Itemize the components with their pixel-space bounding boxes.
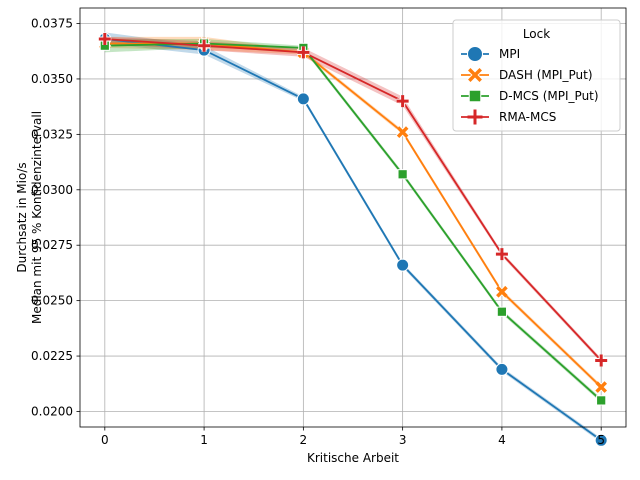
x-tick-label: 1: [200, 433, 208, 447]
marker-shape: [595, 354, 608, 367]
x-tick-label: 4: [498, 433, 506, 447]
y-axis-ticks: 0.0200 0.0225 0.0250 0.0275 0.0300 0.0325 0.03…: [31, 17, 80, 418]
legend-item: MPI: [461, 46, 520, 62]
x-axis-label: Kritische Arbeit: [307, 451, 399, 465]
marker-shape: [495, 248, 508, 261]
marker-shape: [467, 109, 483, 125]
data-point: [594, 380, 608, 394]
marker-shape: [396, 95, 409, 108]
legend-label: RMA-MCS: [499, 110, 556, 124]
data-point: [396, 125, 410, 139]
data-point: [396, 95, 409, 108]
marker-shape: [297, 46, 310, 59]
series-line-0: [104, 38, 602, 442]
legend-label: D-MCS (MPI_Put): [499, 89, 599, 103]
y-tick-label: 0.0300: [31, 183, 73, 197]
legend-label: DASH (MPI_Put): [499, 68, 593, 82]
data-point: [496, 306, 508, 317]
y-axis-label: Durchsatz in Mio/s Median mit 95 % Konfi…: [15, 111, 44, 324]
y-tick-label: 0.0350: [31, 72, 73, 86]
x-tick-label: 5: [597, 433, 605, 447]
x-tick-label: 0: [101, 433, 109, 447]
y-axis-label-line-1: Durchsatz in Mio/s: [15, 162, 29, 272]
y-tick-label: 0.0225: [31, 349, 73, 363]
data-point: [198, 39, 211, 52]
marker-shape: [468, 68, 482, 82]
legend-box: [452, 19, 621, 132]
legend-item: DASH (MPI_Put): [461, 67, 593, 83]
y-tick-label: 0.0250: [31, 294, 73, 308]
legend-marker: [468, 89, 482, 103]
marker-shape: [98, 33, 111, 46]
data-point: [495, 362, 509, 376]
data-point: [495, 285, 509, 299]
marker-shape: [595, 381, 608, 393]
legend-item: D-MCS (MPI_Put): [461, 89, 599, 103]
data-point: [296, 92, 310, 106]
data-point: [396, 258, 410, 272]
legend-items: MPI DASH (MPI_Put) D-MCS (MPI_Put) RMA-MCS: [461, 46, 599, 125]
data-point: [596, 395, 607, 406]
data-point: [297, 46, 310, 59]
data-point: [397, 169, 408, 180]
data-point: [594, 433, 608, 447]
series-lines: [104, 38, 602, 442]
grid: [80, 8, 626, 427]
series-markers: [98, 32, 608, 447]
y-axis-label-line-2: Median mit 95 % Konfidenzintervall: [30, 111, 44, 324]
y-tick-label: 0.0200: [31, 404, 73, 418]
legend-marker: [467, 46, 483, 62]
data-point: [98, 33, 111, 46]
x-tick-label: 3: [399, 433, 407, 447]
y-tick-label: 0.0375: [31, 17, 73, 31]
legend-item: RMA-MCS: [461, 109, 556, 125]
plot-frame: [79, 7, 627, 428]
legend: Lock MPI DASH (MPI_Put) D-MCS (MPI_Put) RMA…: [452, 19, 621, 132]
y-tick-label: 0.0325: [31, 127, 73, 141]
legend-marker: [467, 109, 483, 125]
marker-shape: [396, 126, 409, 138]
x-axis-ticks: 0 1 2 3 4 5: [101, 427, 605, 447]
legend-marker: [467, 67, 483, 83]
marker-shape: [198, 39, 211, 52]
x-tick-label: 2: [300, 433, 308, 447]
series-line-3: [104, 38, 602, 362]
marker-shape: [496, 285, 508, 298]
y-tick-label: 0.0275: [31, 238, 73, 252]
legend-label: MPI: [499, 47, 520, 61]
legend-title: Lock: [523, 27, 550, 41]
data-point: [495, 248, 508, 261]
data-point: [595, 354, 608, 367]
